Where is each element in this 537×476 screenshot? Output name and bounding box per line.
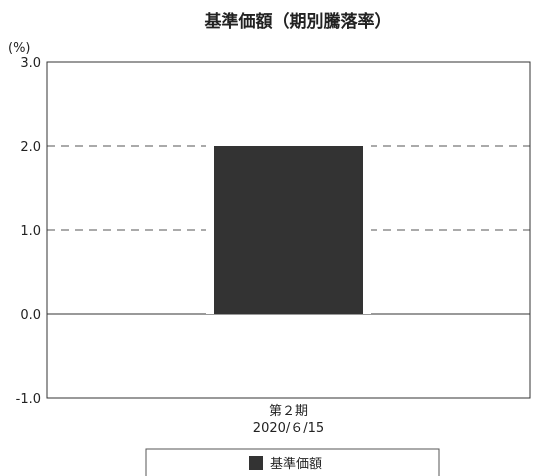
- chart-title: 基準価額（期別騰落率）: [204, 11, 392, 32]
- legend-label: 基準価額: [270, 456, 322, 472]
- y-tick-label: -1.0: [16, 392, 41, 407]
- legend-box: [145, 448, 440, 476]
- bar: [214, 146, 363, 314]
- y-axis-ticks: -1.0 0.0 1.0 2.0 3.0: [16, 56, 41, 407]
- x-category-label: 第２期: [269, 404, 308, 419]
- legend: 基準価額: [145, 448, 440, 476]
- bars: [206, 145, 371, 314]
- y-tick-label: 0.0: [20, 308, 41, 323]
- y-axis-unit-label: (%): [8, 41, 31, 56]
- legend-swatch: [249, 456, 263, 470]
- y-tick-label: 3.0: [20, 56, 41, 71]
- y-tick-label: 2.0: [20, 140, 41, 155]
- plot-frame: [46, 61, 531, 399]
- x-category-date-label: 2020/６/15: [253, 421, 324, 436]
- x-axis-labels: 第２期 2020/６/15: [253, 404, 324, 436]
- y-tick-label: 1.0: [20, 224, 41, 239]
